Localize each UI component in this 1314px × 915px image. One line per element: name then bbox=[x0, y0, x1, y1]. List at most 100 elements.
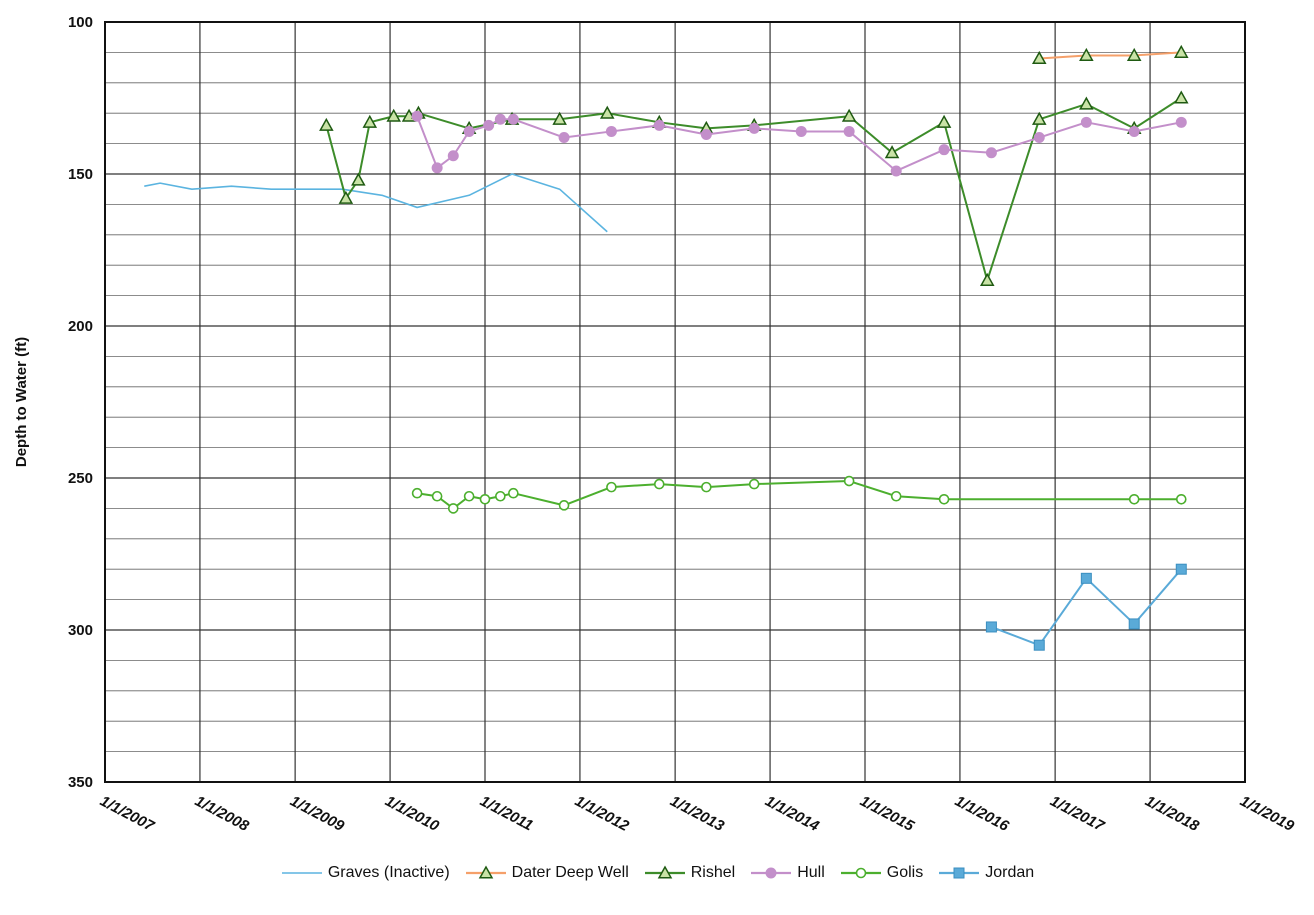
legend-label: Graves (Inactive) bbox=[327, 864, 450, 881]
data-point bbox=[495, 490, 506, 502]
data-point bbox=[447, 503, 459, 514]
x-tick-label: 1/1/2012 bbox=[572, 793, 632, 836]
x-tick-label: 1/1/2013 bbox=[667, 793, 727, 836]
data-point bbox=[701, 481, 712, 493]
data-point bbox=[843, 125, 855, 137]
x-tick-labels: 1/1/2007 1/1/2008 1/1/2009 1/1/2010 1/1/2011… bbox=[97, 793, 1297, 836]
legend-swatch bbox=[840, 867, 881, 879]
x-tick-label: 1/1/2015 bbox=[857, 793, 917, 836]
data-point bbox=[599, 105, 615, 119]
data-point bbox=[938, 144, 950, 156]
data-point bbox=[1128, 125, 1140, 137]
series-dater-deep-well bbox=[1031, 44, 1189, 65]
legend-label: Rishel bbox=[690, 864, 736, 881]
data-point bbox=[985, 147, 997, 159]
data-point bbox=[748, 122, 760, 134]
data-point bbox=[938, 493, 950, 505]
legend-swatch bbox=[751, 867, 792, 879]
data-point bbox=[1080, 572, 1092, 584]
data-point bbox=[431, 162, 443, 174]
data-point bbox=[411, 110, 423, 122]
data-point bbox=[558, 500, 570, 511]
data-point bbox=[494, 113, 506, 125]
data-point bbox=[1174, 90, 1189, 104]
legend-swatch bbox=[939, 867, 980, 879]
data-point bbox=[431, 490, 443, 502]
x-tick-label: 1/1/2017 bbox=[1047, 793, 1107, 836]
data-point bbox=[843, 475, 855, 487]
data-point bbox=[890, 490, 902, 502]
series-hull bbox=[411, 110, 1187, 177]
data-point bbox=[855, 867, 867, 879]
x-tick-label: 1/1/2008 bbox=[192, 793, 252, 836]
series-jordan bbox=[985, 563, 1187, 651]
data-point bbox=[463, 490, 475, 502]
data-point bbox=[319, 117, 334, 131]
plot-frame bbox=[104, 21, 1246, 783]
data-point bbox=[1079, 96, 1094, 110]
legend-swatch bbox=[465, 865, 506, 879]
data-point bbox=[985, 621, 997, 633]
legend-label: Dater Deep Well bbox=[511, 864, 629, 881]
series-golis bbox=[411, 475, 1187, 514]
y-axis-title: Depth to Water (ft) bbox=[13, 337, 30, 467]
series-graves-inactive bbox=[144, 173, 608, 233]
legend-item: Hull bbox=[749, 864, 825, 882]
x-tick-label: 1/1/2019 bbox=[1237, 793, 1297, 836]
data-point bbox=[479, 493, 491, 505]
x-tick-label: 1/1/2010 bbox=[382, 793, 442, 836]
y-tick-label: 300 bbox=[68, 622, 93, 639]
y-tick-label: 200 bbox=[68, 318, 93, 335]
x-tick-label: 1/1/2009 bbox=[287, 793, 347, 836]
data-point bbox=[936, 114, 952, 128]
legend-label: Hull bbox=[797, 864, 825, 881]
data-point bbox=[1175, 563, 1187, 575]
data-point bbox=[748, 478, 760, 490]
data-point bbox=[447, 150, 459, 162]
y-tick-label: 100 bbox=[68, 14, 93, 31]
data-point bbox=[1033, 639, 1045, 651]
grid bbox=[104, 21, 1246, 783]
data-point bbox=[1175, 116, 1187, 128]
series-line bbox=[416, 480, 1182, 510]
legend-swatch bbox=[281, 872, 322, 874]
legend-swatch bbox=[644, 865, 685, 879]
y-tick-labels: 100 150 200 250 300 350 bbox=[68, 14, 93, 791]
data-point bbox=[765, 867, 777, 879]
data-point bbox=[338, 190, 354, 204]
data-point bbox=[362, 114, 378, 128]
data-point bbox=[507, 113, 519, 125]
x-tick-label: 1/1/2018 bbox=[1142, 793, 1202, 836]
data-point bbox=[411, 487, 423, 499]
data-point bbox=[653, 478, 665, 490]
data-point bbox=[700, 128, 712, 140]
data-point bbox=[1079, 47, 1094, 61]
data-point bbox=[841, 108, 857, 122]
legend-item: Golis bbox=[839, 864, 923, 882]
x-tick-label: 1/1/2014 bbox=[762, 793, 822, 836]
series-line bbox=[144, 173, 608, 233]
data-point bbox=[605, 125, 617, 137]
legend-label: Jordan bbox=[985, 864, 1035, 881]
data-point bbox=[795, 125, 807, 137]
legend-item: Dater Deep Well bbox=[464, 864, 629, 882]
series-rishel bbox=[319, 90, 1189, 286]
data-point bbox=[979, 272, 995, 286]
legend: Graves (Inactive) Dater Deep Well Rishel Hu… bbox=[0, 858, 1314, 888]
data-point bbox=[653, 119, 665, 131]
data-point bbox=[1174, 44, 1189, 58]
y-tick-label: 250 bbox=[68, 470, 93, 487]
data-point bbox=[1031, 50, 1047, 65]
data-point bbox=[351, 172, 366, 186]
legend-item: Graves (Inactive) bbox=[280, 864, 450, 882]
data-point bbox=[890, 165, 902, 177]
x-tick-label: 1/1/2016 bbox=[952, 793, 1012, 836]
data-point bbox=[1126, 47, 1142, 61]
y-tick-label: 150 bbox=[68, 166, 93, 183]
series-layer bbox=[144, 44, 1189, 651]
data-point bbox=[1128, 493, 1140, 505]
data-point bbox=[1175, 493, 1187, 505]
data-point bbox=[1080, 116, 1092, 128]
x-tick-label: 1/1/2011 bbox=[477, 793, 536, 835]
